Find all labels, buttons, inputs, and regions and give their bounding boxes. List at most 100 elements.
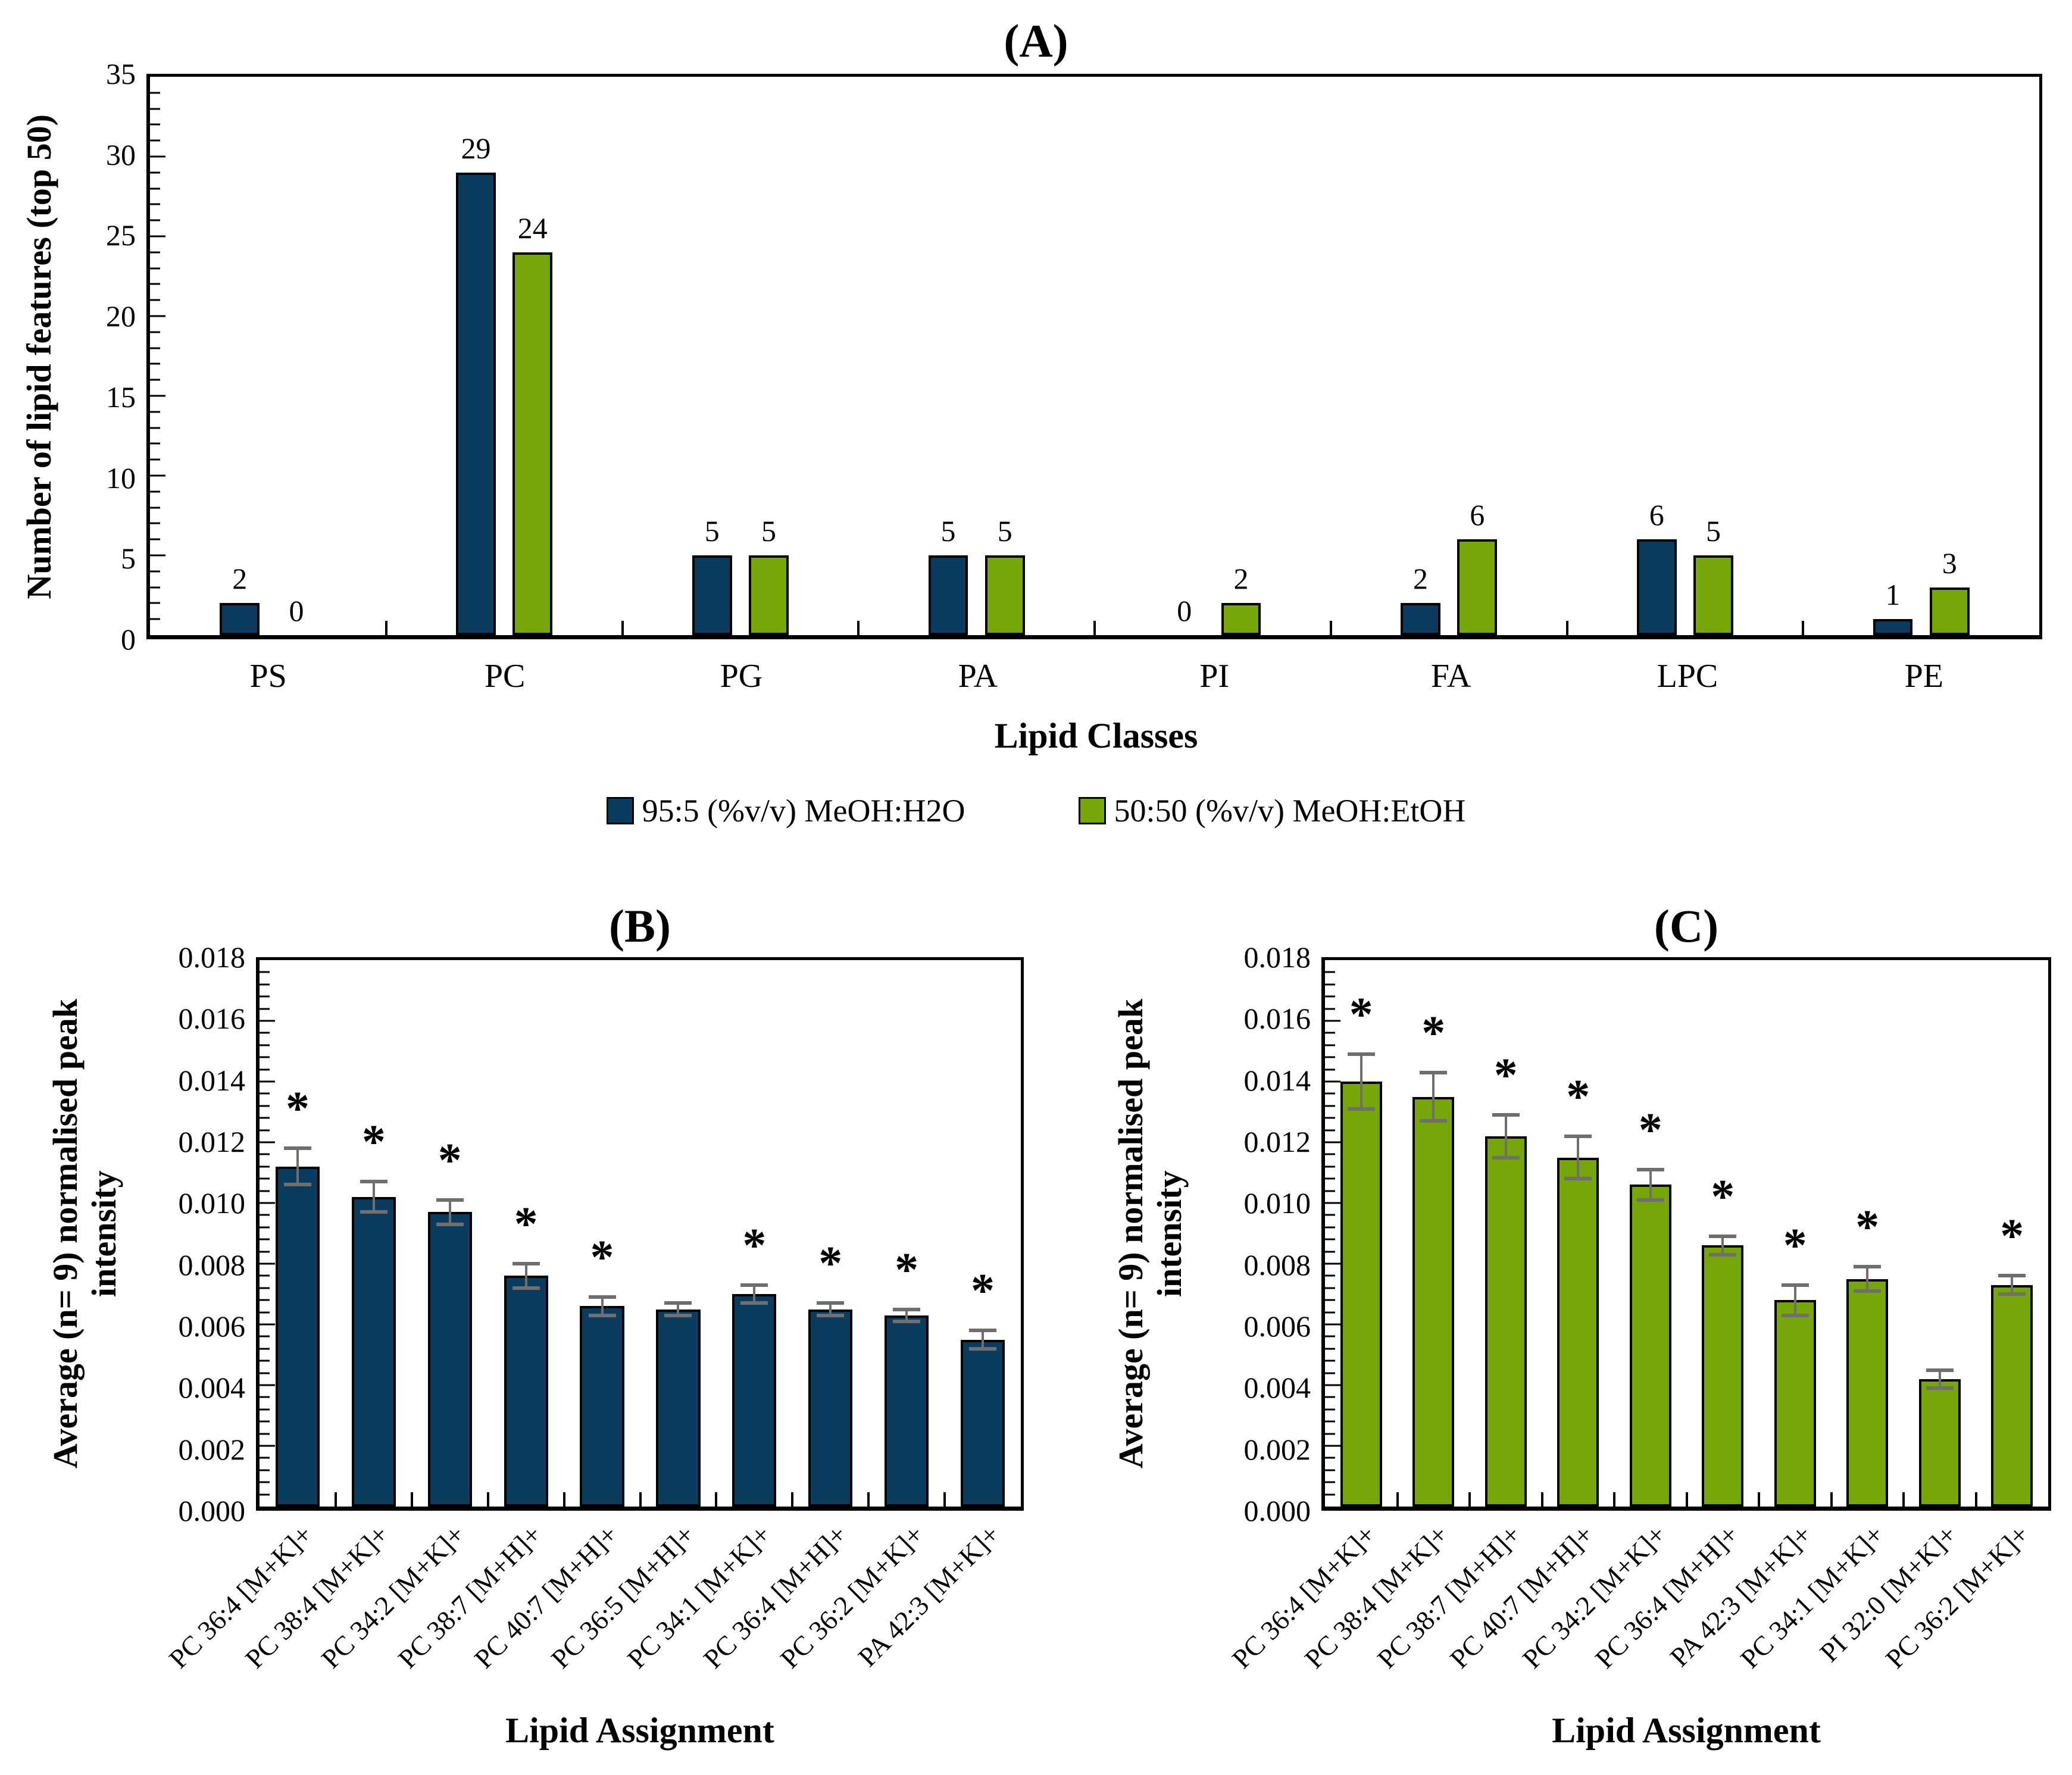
x-category-label: FA <box>1430 658 1471 695</box>
y-axis-tick <box>1325 1287 1335 1289</box>
x-category-label: LPC <box>1657 658 1718 695</box>
error-bar-cap <box>817 1313 845 1317</box>
panel-a-title: (A) <box>1004 15 1068 67</box>
bar-value-label: 5 <box>761 514 776 548</box>
y-tick-label: 25 <box>106 218 136 252</box>
y-tick-label: 0.014 <box>178 1063 246 1097</box>
error-bar <box>372 1182 375 1212</box>
bar-PC 38:4 [M+K]+ <box>1412 1096 1455 1507</box>
y-tick-label: 0.010 <box>1243 1186 1311 1220</box>
y-tick-label: 0.018 <box>178 940 246 974</box>
bar-PG-series1 <box>692 555 732 635</box>
y-tick-label: 0.006 <box>1243 1309 1311 1343</box>
y-tick-label: 0.006 <box>178 1309 246 1343</box>
chart-c-y-axis-title: Average (n= 9) normalised peak intensity <box>1111 999 1189 1469</box>
y-axis-tick <box>260 1372 270 1374</box>
error-bar-cap <box>740 1283 768 1287</box>
y-axis-tick <box>1325 1299 1335 1301</box>
y-axis-tick <box>1325 1384 1340 1386</box>
x-axis-tick <box>385 621 387 635</box>
y-axis-tick <box>150 586 160 589</box>
significance-marker: * <box>1493 1049 1518 1102</box>
y-axis-tick <box>260 1274 270 1277</box>
error-bar <box>524 1264 527 1288</box>
y-axis-tick <box>260 1153 270 1155</box>
legend-swatch-green-icon <box>1078 797 1106 824</box>
error-bar <box>905 1309 908 1321</box>
bar-PC 36:2 [M+K]+ <box>885 1315 929 1507</box>
y-axis-tick <box>1325 1372 1335 1374</box>
x-axis-tick <box>410 1492 413 1507</box>
x-axis-tick <box>715 1492 718 1507</box>
chart-a-x-axis: PS PC PG PA PI FA LPC PE Lipid Classes <box>150 639 2042 757</box>
y-axis-tick <box>260 1420 270 1423</box>
y-axis-tick <box>1325 1348 1335 1350</box>
y-axis-tick <box>150 331 160 333</box>
y-axis-tick <box>1325 1153 1335 1155</box>
error-bar-cap <box>1998 1274 2026 1278</box>
x-axis-tick <box>867 1492 870 1507</box>
chart-b: Average (n= 9) normalised peak intensity … <box>33 940 1024 1527</box>
y-tick-label: 0.004 <box>178 1371 246 1405</box>
significance-marker: * <box>1711 1171 1735 1224</box>
significance-marker: * <box>818 1238 843 1290</box>
error-bar-cap <box>1347 1052 1375 1057</box>
x-axis-tick <box>857 621 860 635</box>
y-axis-tick <box>1325 1251 1335 1253</box>
error-bar-cap <box>1564 1177 1592 1181</box>
y-axis-tick <box>150 427 160 429</box>
y-axis-tick <box>150 315 165 317</box>
y-axis-tick <box>1325 1105 1335 1107</box>
y-tick-label: 0.012 <box>1243 1124 1311 1158</box>
y-axis-tick <box>260 1262 275 1265</box>
y-axis-tick <box>260 1469 270 1471</box>
y-axis-tick <box>1325 1457 1335 1459</box>
y-axis-tick <box>260 1238 270 1240</box>
y-axis-tick <box>1325 1238 1335 1240</box>
significance-marker: * <box>1783 1219 1807 1272</box>
error-bar-cap <box>283 1146 311 1151</box>
y-axis-tick <box>260 1129 270 1132</box>
bar-PA 42:3 [M+K]+ <box>960 1339 1005 1507</box>
y-axis-tick <box>150 188 160 190</box>
y-axis-tick <box>260 1214 270 1216</box>
y-axis-tick <box>150 251 160 254</box>
y-axis-tick <box>150 155 165 158</box>
error-bar-cap <box>1636 1167 1664 1171</box>
y-axis-tick <box>260 1056 270 1058</box>
significance-marker: * <box>1349 989 1373 1042</box>
bar-PC 38:4 [M+K]+ <box>351 1196 396 1507</box>
bar-value-label: 24 <box>517 211 548 245</box>
bar-PA 42:3 [M+K]+ <box>1774 1300 1816 1507</box>
significance-marker: * <box>514 1198 538 1251</box>
bar-PC-series2 <box>512 252 553 635</box>
error-bar-cap <box>436 1222 464 1226</box>
y-axis-tick <box>150 283 160 285</box>
y-tick-label: 0.000 <box>1243 1494 1311 1527</box>
panel-b-title: (B) <box>609 900 671 952</box>
y-axis-tick <box>260 1311 270 1314</box>
y-axis-tick <box>150 538 160 540</box>
error-bar-cap <box>893 1319 921 1323</box>
bar-PC 34:1 [M+K]+ <box>1846 1279 1889 1507</box>
x-axis-tick <box>562 1492 565 1507</box>
chart-c: Average (n= 9) normalised peak intensity … <box>1098 940 2051 1527</box>
bar-PC 36:4 [M+H]+ <box>1702 1245 1744 1507</box>
x-category-label: PS <box>249 658 287 695</box>
error-bar-cap <box>1781 1283 1809 1287</box>
bar-value-label: 1 <box>1885 578 1901 612</box>
significance-marker: * <box>895 1243 919 1296</box>
bar-PC-series1 <box>456 172 496 635</box>
y-axis-tick <box>260 1445 275 1447</box>
y-axis-tick <box>1325 995 1335 998</box>
bar-value-label: 5 <box>704 514 720 548</box>
chart-c-y-axis-tick-labels: 0.000 0.002 0.004 0.006 0.008 0.010 0.012 0.014… <box>1202 940 1321 1527</box>
significance-marker: * <box>437 1134 462 1187</box>
y-axis-tick <box>260 995 270 998</box>
chart-b-x-axis-title: Lipid Assignment <box>505 1711 774 1750</box>
chart-b-x-category-labels: PC 36:4 [M+K]+ PC 38:4 [M+K]+ PC 34:2 [M+K… <box>162 1511 1024 1710</box>
error-bar-cap <box>1854 1265 1882 1269</box>
y-axis-tick <box>260 1032 270 1034</box>
y-axis-tick <box>150 379 160 381</box>
y-tick-label: 0.018 <box>1243 940 1311 974</box>
